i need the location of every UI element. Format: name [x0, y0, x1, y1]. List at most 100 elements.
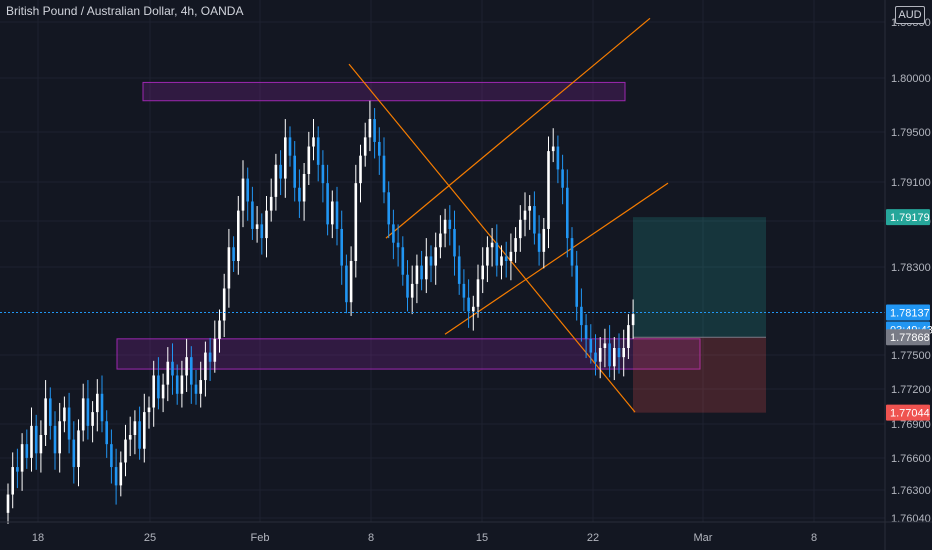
entry-price-label: 1.77868	[890, 332, 930, 344]
candle-body	[354, 183, 358, 261]
candle-body	[161, 384, 165, 399]
y-tick-label: 1.76300	[891, 485, 931, 497]
y-tick-label: 1.79100	[891, 177, 931, 189]
candle-body	[72, 439, 76, 468]
candle-body	[138, 421, 141, 449]
candle-body	[495, 242, 499, 266]
candle-body	[16, 467, 19, 472]
candle-body	[110, 444, 113, 468]
candle-body	[429, 256, 433, 266]
candle-body	[302, 174, 306, 202]
candle-body	[608, 343, 611, 367]
x-tick-label: 8	[811, 532, 817, 544]
x-tick-label: 18	[32, 532, 44, 544]
candle-body	[269, 196, 273, 211]
candle-body	[392, 224, 395, 243]
candle-body	[11, 467, 14, 495]
candle-body	[580, 306, 583, 326]
candle-body	[603, 343, 607, 348]
candle-body	[251, 201, 254, 229]
candle-body	[439, 233, 442, 248]
candle-body	[119, 462, 123, 486]
candle-body	[481, 265, 484, 280]
candle-body	[199, 380, 202, 394]
candle-body	[331, 201, 334, 225]
candle-body	[208, 352, 212, 362]
candle-body	[561, 169, 564, 188]
candle-body	[222, 288, 226, 321]
trendline	[444, 182, 669, 335]
x-tick-label: Feb	[251, 532, 270, 544]
candle-body	[443, 219, 447, 234]
candle-body	[363, 137, 367, 156]
candle-body	[326, 183, 329, 225]
current-price-label: 1.78137	[890, 308, 930, 320]
x-tick-label: 25	[144, 532, 156, 544]
candle-body	[241, 178, 245, 211]
candle-body	[547, 151, 550, 229]
candle-body	[349, 261, 353, 303]
candle-body	[476, 279, 480, 307]
candle-body	[406, 274, 409, 298]
candle-body	[96, 393, 99, 413]
chart-grid	[0, 0, 885, 522]
candle-body	[190, 357, 193, 385]
candle-body	[457, 256, 461, 284]
candle-body	[617, 348, 621, 358]
candle-body	[415, 265, 419, 284]
candle-body	[396, 242, 400, 248]
candle-body	[284, 137, 287, 179]
candle-body	[490, 242, 494, 248]
candle-body	[44, 398, 47, 435]
candle-body	[307, 146, 311, 174]
candle-body	[105, 421, 108, 445]
candle-body	[53, 425, 57, 454]
candle-body	[77, 430, 80, 468]
candle-body	[425, 256, 428, 280]
candle-body	[378, 141, 381, 156]
candle-body	[566, 187, 569, 239]
candle-body	[504, 256, 508, 261]
candle-body	[368, 119, 372, 138]
candle-body	[316, 137, 320, 165]
candle-body	[49, 398, 52, 426]
candle-body	[382, 155, 386, 193]
candle-body	[486, 247, 489, 266]
candle-body	[86, 398, 90, 426]
candle-body	[509, 251, 513, 261]
stop-zone	[633, 337, 766, 413]
y-tick-label: 1.77500	[891, 350, 931, 362]
position-tool	[633, 217, 766, 413]
candle-body	[551, 146, 555, 152]
candle-body	[237, 210, 240, 261]
candle-body	[472, 306, 475, 312]
candle-body	[274, 164, 278, 197]
candle-body	[373, 119, 376, 142]
candle-body	[312, 137, 315, 147]
current-price-label-bg	[886, 304, 930, 321]
currency-label[interactable]: AUD	[895, 6, 925, 24]
y-tick-label: 1.78300	[891, 262, 931, 274]
candle-body	[448, 219, 452, 229]
resistance-zone	[142, 81, 626, 102]
candle-body	[39, 435, 43, 454]
candle-body	[598, 348, 602, 362]
candle-body	[410, 283, 414, 298]
candle-body	[523, 210, 527, 220]
candle-body	[401, 247, 405, 275]
candle-body	[91, 412, 94, 426]
candle-body	[622, 348, 625, 358]
candle-body	[594, 352, 597, 362]
candle-body	[34, 425, 38, 454]
candle-body	[420, 265, 423, 280]
candle-body	[293, 155, 296, 188]
candle-body	[114, 467, 118, 486]
y-tick-label: 1.79500	[891, 127, 931, 139]
candle-body	[556, 146, 560, 170]
candle-body	[175, 375, 179, 394]
candle-body	[25, 444, 29, 458]
candle-body	[81, 398, 85, 431]
candle-body	[255, 224, 259, 229]
stop-price-label: 1.77044	[890, 408, 930, 420]
